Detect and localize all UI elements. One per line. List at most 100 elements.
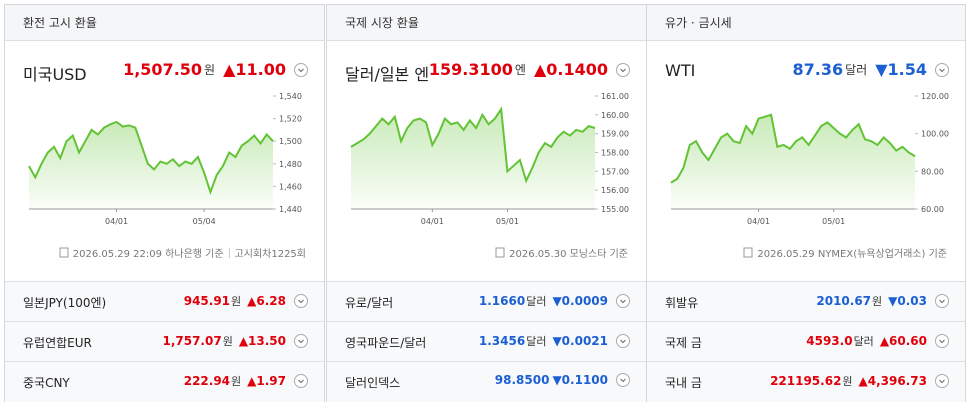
row-quote: 4593.0 달러 ▲60.60 xyxy=(806,333,949,349)
row-quote: 1.1660 달러 ▼0.0009 xyxy=(479,293,630,309)
y-tick-label: 158.00 xyxy=(601,149,629,158)
button-circle xyxy=(294,374,308,388)
button-circle xyxy=(616,334,630,348)
quote-row: 유로/달러 1.1660 달러 ▼0.0009 xyxy=(327,281,646,322)
main-change: ▲0.1400 xyxy=(533,60,608,79)
area xyxy=(351,109,595,209)
button-circle xyxy=(616,62,630,77)
panel-header: 유가 · 금시세 xyxy=(647,5,965,41)
row-unit: 원 xyxy=(222,335,233,348)
button-circle xyxy=(935,334,949,348)
dropdown-button[interactable] xyxy=(935,294,949,308)
button-circle xyxy=(935,374,949,388)
icon-rect xyxy=(743,247,753,258)
source-text: 2026.05.29 22:09 하나은행 기준 xyxy=(72,249,224,260)
panel-header: 환전 고시 환율 xyxy=(5,5,324,41)
button-chevron xyxy=(939,68,945,72)
dropdown-button[interactable] xyxy=(935,62,949,77)
row-quote: 1.3456 달러 ▼0.0021 xyxy=(479,333,630,349)
dropdown-button[interactable] xyxy=(616,334,630,348)
dropdown-button[interactable] xyxy=(294,62,308,77)
row-change: ▲13.50 xyxy=(238,334,286,348)
row-value: 945.91 xyxy=(183,294,231,308)
y-tick-label: 1,480 xyxy=(279,160,302,169)
button-circle xyxy=(616,294,630,308)
quote-row: 일본JPY(100엔) 945.91 원 ▲6.28 xyxy=(5,281,324,322)
line xyxy=(350,106,596,184)
main-quote: 87.36 달러 ▼1.54 xyxy=(793,60,949,79)
source-text: 2026.05.29 NYMEX(뉴욕상업거래소) 기준 xyxy=(757,249,947,260)
quote-row: 국제 금 4593.0 달러 ▲60.60 xyxy=(647,321,965,362)
dropdown-button[interactable] xyxy=(294,294,308,308)
dropdown-button[interactable] xyxy=(616,294,630,308)
mini-chart: 155.00 156.00 157.00 158.00 159.00 160.00 161.… xyxy=(350,92,629,226)
button-circle xyxy=(616,373,630,387)
button-chevron xyxy=(939,379,945,384)
row-unit: 원 xyxy=(842,375,853,388)
y-tick-label: 80.00 xyxy=(921,167,944,176)
button-circle xyxy=(935,62,949,77)
row-name: 유럽연합EUR xyxy=(23,336,92,350)
y-tick-label: 1,460 xyxy=(279,182,302,191)
main-change: ▲11.00 xyxy=(223,60,286,79)
row-name: 영국파운드/달러 xyxy=(345,336,427,350)
button-chevron xyxy=(939,339,945,344)
icon-rect xyxy=(495,247,505,258)
x-tick-label: 05/04 xyxy=(193,217,216,226)
row-change: ▲1.97 xyxy=(247,374,286,388)
dropdown-button[interactable] xyxy=(935,374,949,388)
main-unit: 엔 xyxy=(514,63,526,77)
main-quote: 1,507.50 원 ▲11.00 xyxy=(123,60,308,79)
y-tick-label: 1,540 xyxy=(279,92,302,101)
y-tick-label: 157.00 xyxy=(601,167,629,176)
panel-header: 국제 시장 환율 xyxy=(327,5,646,41)
dropdown-button[interactable] xyxy=(935,334,949,348)
row-value: 98.8500 xyxy=(494,373,550,387)
y-tick-label: 1,520 xyxy=(279,115,302,124)
row-value: 1,757.07 xyxy=(162,334,222,348)
row-value: 4593.0 xyxy=(806,334,853,348)
row-change: ▼0.1100 xyxy=(552,373,608,387)
row-quote: 222.94 원 ▲1.97 xyxy=(184,373,308,389)
button-circle xyxy=(294,62,308,77)
dropdown-button[interactable] xyxy=(616,373,630,387)
main-quote: 159.3100 엔 ▲0.1400 xyxy=(429,60,630,79)
row-value: 2010.67 xyxy=(816,294,872,308)
quote-row: 영국파운드/달러 1.3456 달러 ▼0.0021 xyxy=(327,321,646,362)
main-value: 87.36 xyxy=(792,60,844,79)
source-icon xyxy=(743,247,753,258)
source: 2026.05.30 모닝스타 기준 xyxy=(495,245,628,260)
row-name: 일본JPY(100엔) xyxy=(23,296,107,310)
row-value: 221195.62 xyxy=(770,374,842,388)
source: 2026.05.29 22:09 하나은행 기준 고시회차1225회 xyxy=(59,245,306,260)
button-chevron xyxy=(620,378,626,383)
row-name: 휘발유 xyxy=(665,296,699,310)
dropdown-button[interactable] xyxy=(294,334,308,348)
y-tick-label: 159.00 xyxy=(601,130,629,139)
quote-row: 휘발유 2010.67 원 ▼0.03 xyxy=(647,281,965,322)
row-change: ▲60.60 xyxy=(879,334,927,348)
quote-row: 유럽연합EUR 1,757.07 원 ▲13.50 xyxy=(5,321,324,362)
x-tick-label: 04/01 xyxy=(105,217,128,226)
line xyxy=(670,113,916,184)
dropdown-button[interactable] xyxy=(616,62,630,77)
row-value: 1.3456 xyxy=(478,334,526,348)
main-name: 달러/일본 엔 xyxy=(345,65,430,84)
quote-row: 국내 금 221195.62 원 ▲4,396.73 xyxy=(647,361,965,402)
mini-chart: 60.00 80.00 100.00 120.00 04/01 05/01 xyxy=(670,92,949,226)
button-chevron xyxy=(298,68,304,72)
main-unit: 원 xyxy=(204,63,216,77)
button-circle xyxy=(294,334,308,348)
y-tick-label: 156.00 xyxy=(601,186,629,195)
main-change: ▼1.54 xyxy=(875,60,927,79)
y-tick-label: 1,500 xyxy=(279,137,302,146)
row-name: 달러인덱스 xyxy=(345,376,401,390)
x-tick-label: 04/01 xyxy=(421,217,444,226)
row-unit: 달러 xyxy=(526,335,547,348)
quote-row: 달러인덱스 98.8500 ▼0.1100 xyxy=(327,361,646,402)
main-name: WTI xyxy=(665,61,696,80)
dropdown-button[interactable] xyxy=(294,374,308,388)
line xyxy=(28,120,274,196)
button-chevron xyxy=(298,379,304,384)
